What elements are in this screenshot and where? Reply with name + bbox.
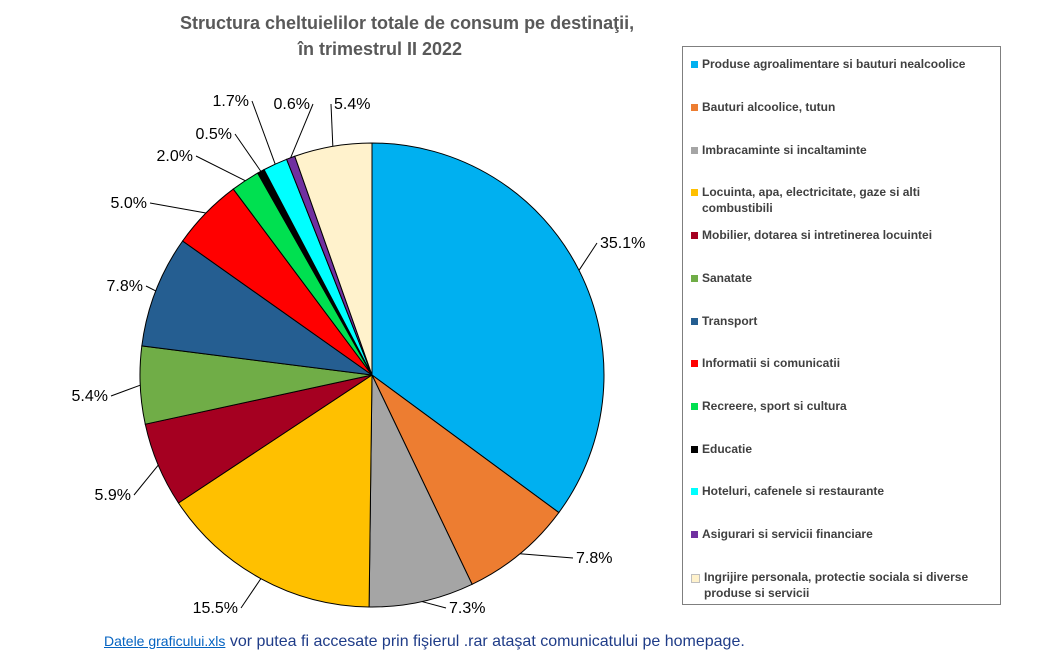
pct-label-13: 5.4%: [334, 96, 370, 113]
chart-title-line1: Structura cheltuielilor totale de consum…: [180, 13, 635, 33]
legend-item-6: Sanatate: [691, 270, 991, 286]
legend-label: Mobilier, dotarea si intretinerea locuin…: [702, 228, 933, 242]
legend-item-12: Asigurari si servicii financiare: [691, 526, 991, 542]
legend-label: Asigurari si servicii financiare: [702, 527, 873, 541]
legend-label: Transport: [702, 314, 758, 328]
leader-line-12: [290, 103, 314, 158]
leader-line-6: [110, 384, 141, 397]
leader-line-8: [149, 202, 206, 214]
leader-line-3: [421, 601, 447, 609]
legend-item-11: Hoteluri, cafenele si restaurante: [691, 483, 991, 499]
pct-label-6: 5.4%: [72, 388, 108, 405]
footer-text: vor putea fi accesate prin fişierul .rar…: [225, 633, 745, 650]
legend-swatch: [691, 147, 698, 154]
pie-slices: [139, 142, 605, 608]
legend-swatch: [691, 531, 698, 538]
leader-line-5: [133, 464, 159, 496]
pct-label-4: 15.5%: [193, 600, 238, 617]
legend-item-3: Imbracaminte si incaltaminte: [691, 142, 991, 158]
pct-label-5: 5.9%: [95, 487, 131, 504]
legend-label: Produse agroalimentare si bauturi nealco…: [702, 57, 966, 71]
pct-label-12: 0.6%: [274, 96, 310, 113]
leader-line-1: [578, 242, 598, 271]
leader-line-11: [251, 100, 276, 165]
legend-item-7: Transport: [691, 313, 991, 329]
legend-label: Imbracaminte si incaltaminte: [702, 143, 867, 157]
legend-swatch: [691, 232, 698, 239]
pct-label-10: 0.5%: [196, 126, 232, 143]
pct-label-2: 7.8%: [576, 550, 612, 567]
pct-label-1: 35.1%: [600, 235, 645, 252]
pct-label-11: 1.7%: [213, 93, 249, 110]
legend-label: Recreere, sport si cultura: [702, 399, 847, 413]
legend: Produse agroalimentare si bauturi nealco…: [682, 46, 1001, 605]
leader-line-4: [240, 578, 262, 609]
pct-label-3: 7.3%: [449, 600, 485, 617]
legend-item-10: Educatie: [691, 441, 991, 457]
legend-label: Educatie: [702, 442, 753, 456]
legend-swatch: [691, 61, 698, 68]
legend-swatch: [691, 488, 698, 495]
pie-slice-3: [368, 374, 473, 608]
legend-item-13: Ingrijire personala, protectie sociala s…: [691, 569, 991, 601]
chart-data-link[interactable]: Datele graficului.xls: [104, 633, 226, 649]
legend-swatch: [691, 275, 698, 282]
legend-swatch: [691, 446, 698, 453]
leader-line-13: [330, 103, 334, 147]
legend-swatch: [691, 318, 698, 325]
legend-swatch: [691, 574, 700, 583]
leader-line-10: [234, 133, 262, 172]
footer-note: Datele graficului.xls vor putea fi acces…: [104, 633, 745, 651]
legend-label: Sanatate: [702, 271, 753, 285]
legend-swatch: [691, 360, 698, 367]
pct-label-8: 5.0%: [111, 195, 147, 212]
leader-line-2: [519, 553, 574, 559]
legend-item-1: Produse agroalimentare si bauturi nealco…: [691, 56, 991, 72]
legend-label: Hoteluri, cafenele si restaurante: [702, 484, 885, 498]
pie-slice-7: [141, 240, 373, 376]
legend-swatch: [691, 189, 698, 196]
percentage-labels: 35.1%7.8%7.3%15.5%5.9%5.4%7.8%5.0%2.0%0.…: [72, 93, 646, 617]
chart-title-line2: în trimestrul II 2022: [297, 39, 463, 59]
legend-item-5: Mobilier, dotarea si intretinerea locuin…: [691, 227, 991, 243]
chart-title: Structura cheltuielilor totale de consum…: [180, 10, 635, 62]
leader-line-7: [145, 285, 156, 292]
legend-swatch: [691, 403, 698, 410]
legend-label: Informatii si comunicatii: [702, 356, 841, 370]
pie-chart: 35.1%7.8%7.3%15.5%5.9%5.4%7.8%5.0%2.0%0.…: [72, 93, 646, 617]
legend-label: Bauturi alcoolice, tutun: [702, 100, 836, 114]
pie-slice-1: [371, 142, 605, 514]
pct-label-9: 2.0%: [157, 148, 193, 165]
pie-slice-2: [371, 374, 560, 585]
leader-lines: [110, 100, 598, 609]
legend-swatch: [691, 104, 698, 111]
legend-item-4: Locuinta, apa, electricitate, gaze si al…: [691, 184, 991, 216]
leader-line-9: [195, 155, 246, 182]
legend-item-9: Recreere, sport si cultura: [691, 398, 991, 414]
legend-item-2: Bauturi alcoolice, tutun: [691, 99, 991, 115]
pct-label-7: 7.8%: [107, 278, 143, 295]
legend-label: Locuinta, apa, electricitate, gaze si al…: [702, 185, 921, 215]
pie-slice-13: [294, 142, 373, 376]
legend-label: Ingrijire personala, protectie sociala s…: [704, 570, 969, 600]
legend-item-8: Informatii si comunicatii: [691, 355, 991, 371]
